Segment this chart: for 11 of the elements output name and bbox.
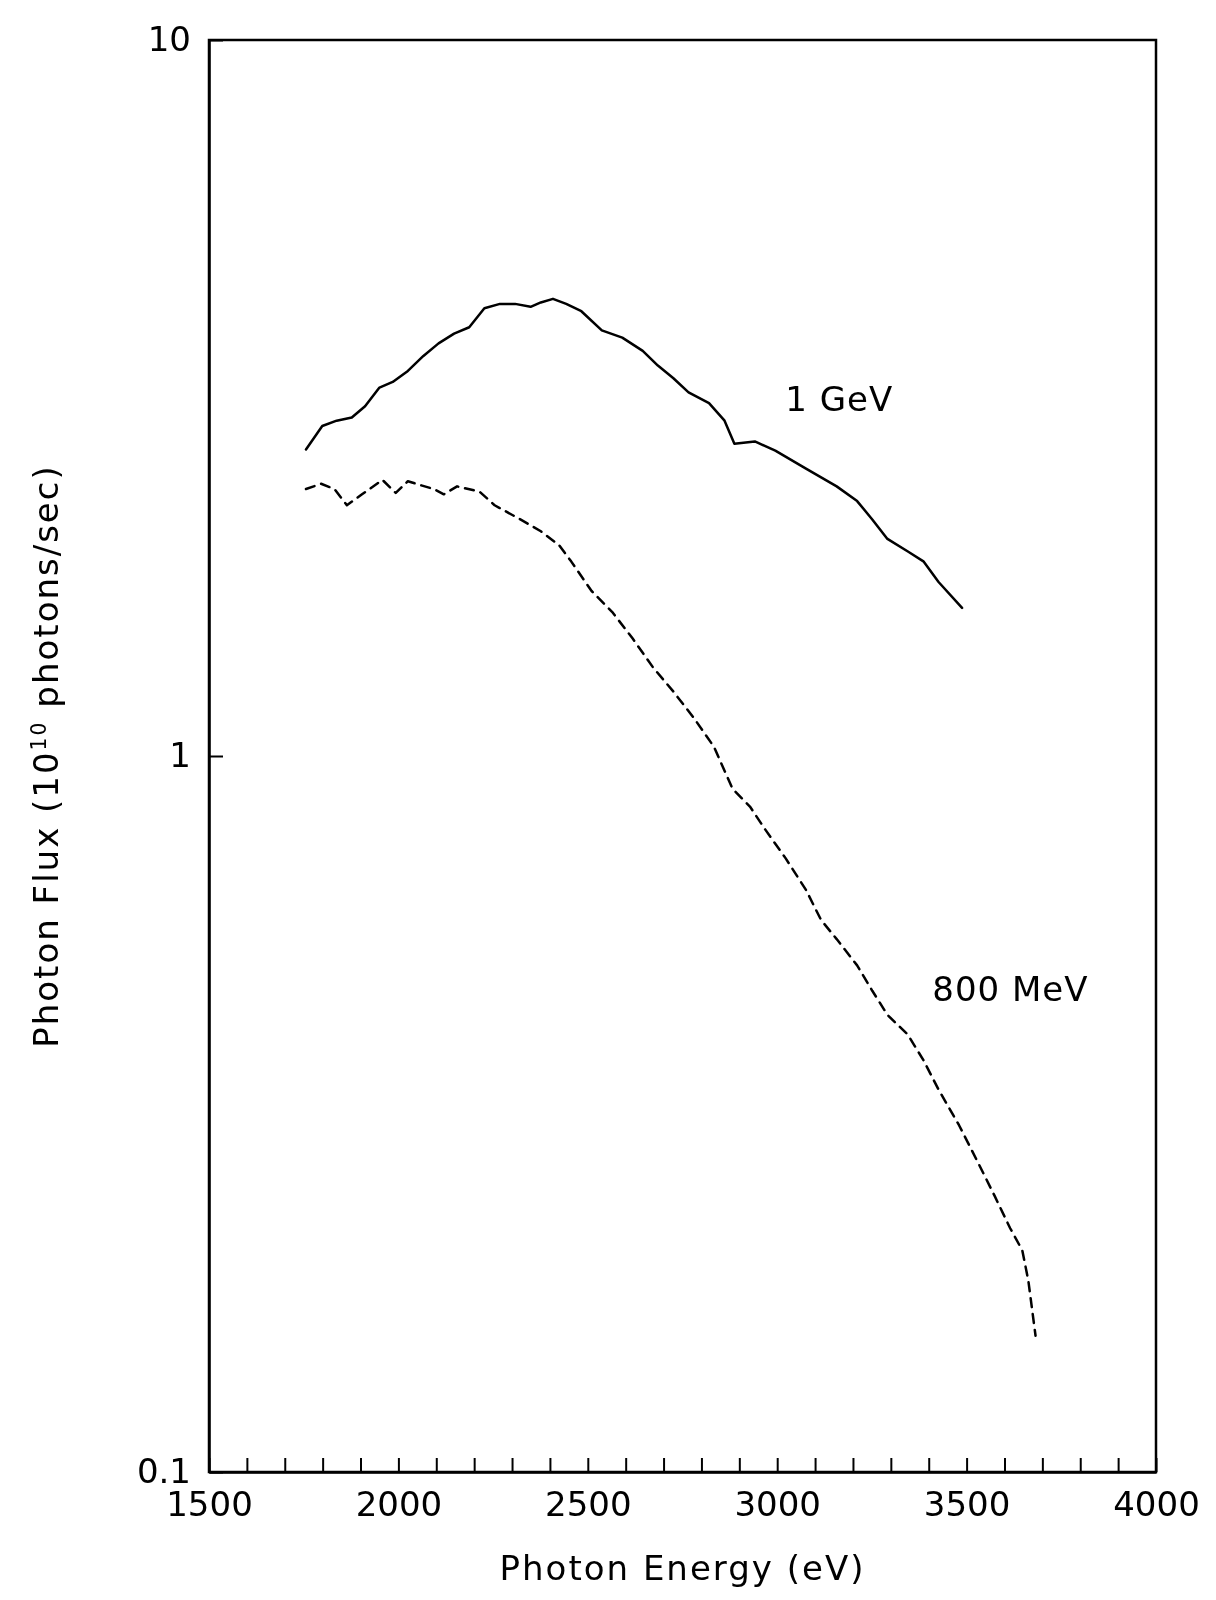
x-tick-label: 2000	[355, 1484, 443, 1525]
line-series	[304, 297, 964, 610]
x-tick-label: 3000	[734, 1484, 821, 1525]
x-tick-label: 4000	[1113, 1484, 1200, 1525]
y-tick-label: 1	[169, 735, 191, 776]
x-tick-label: 3500	[923, 1484, 1011, 1525]
x-axis-title: Photon Energy (eV)	[499, 1548, 866, 1588]
x-tick-label: 2500	[545, 1484, 632, 1525]
y-tick-label: 10	[147, 19, 191, 60]
series-label: 800 MeV	[932, 968, 1089, 1009]
series-label: 1 GeV	[785, 378, 894, 419]
